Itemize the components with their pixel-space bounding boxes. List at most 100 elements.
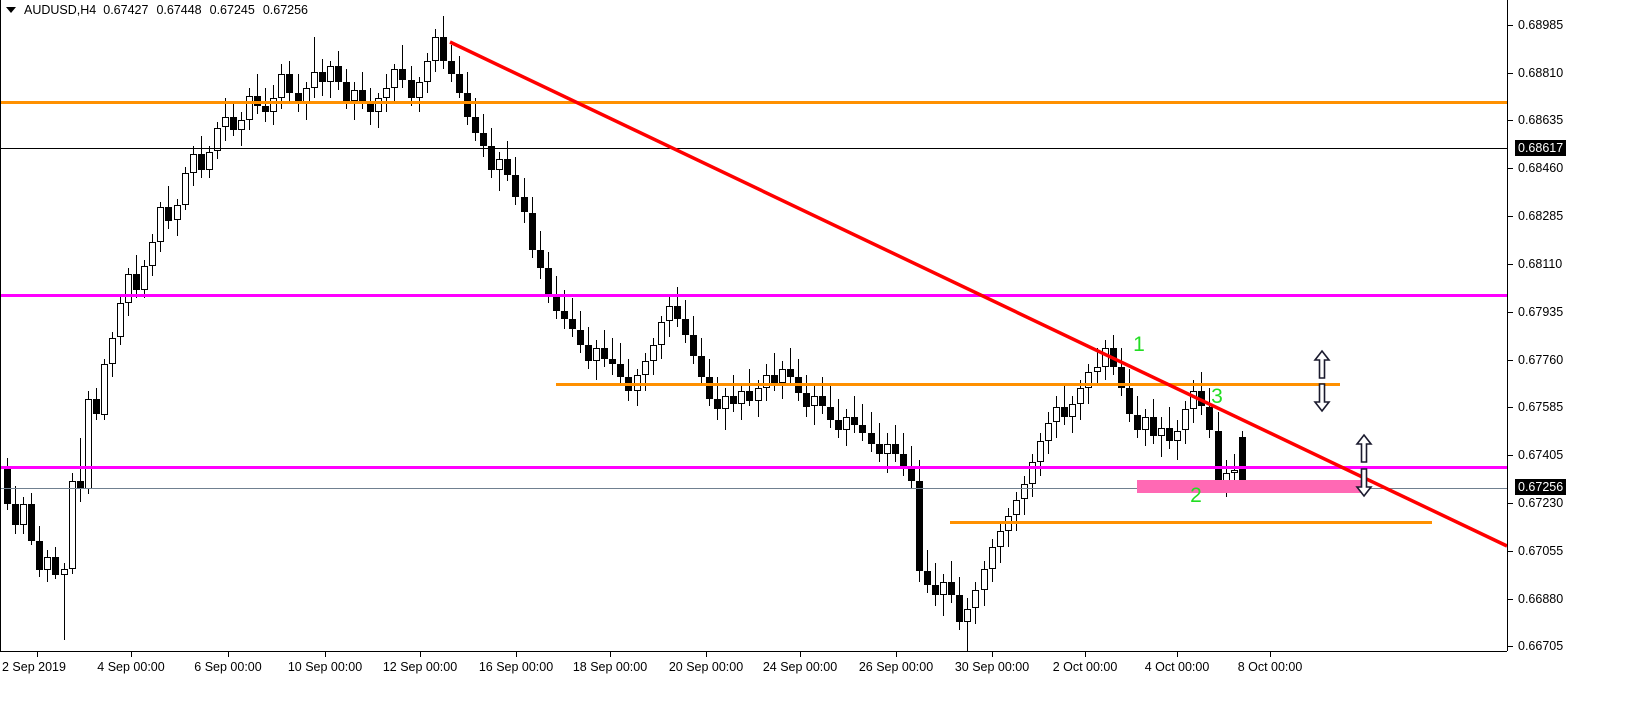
candle-body-bullish <box>972 589 980 609</box>
candle-body-bearish <box>560 310 568 319</box>
candle-body-bearish <box>520 196 528 213</box>
support-magenta-upper[interactable] <box>0 294 1507 297</box>
candle-body-bullish <box>1028 462 1036 484</box>
price-tick-label: 0.68635 <box>1518 113 1564 127</box>
candle-body-bullish <box>415 82 423 99</box>
ask-line[interactable] <box>0 148 1507 149</box>
candle-body-bullish <box>431 37 439 62</box>
candle-body-bullish <box>270 98 278 112</box>
candle-body-bullish <box>754 387 762 402</box>
arrow-pair-upper-up-arrow-icon[interactable] <box>1313 349 1331 379</box>
candle-body-bearish <box>480 132 488 147</box>
candle-wick <box>717 377 719 420</box>
supply-demand-zone[interactable] <box>1137 480 1361 493</box>
candle-body-bearish <box>447 61 455 75</box>
price-tick-label: 0.67405 <box>1518 448 1564 462</box>
price-tick <box>1508 120 1513 121</box>
candle-body-bullish <box>964 608 972 622</box>
price-tick <box>1508 25 1513 26</box>
candle-body-bearish <box>609 358 617 364</box>
candle-body-bearish <box>262 106 270 112</box>
candle-body-bearish <box>1206 406 1214 431</box>
candle-body-bearish <box>714 398 722 410</box>
candle-wick <box>1169 406 1171 449</box>
candle-body-bullish <box>988 547 996 569</box>
triangle-down-icon[interactable] <box>6 7 16 13</box>
candle-body-bearish <box>948 581 956 596</box>
resistance-upper[interactable] <box>0 101 1507 104</box>
candle-wick <box>571 297 573 338</box>
candle-body-bullish <box>1037 441 1044 463</box>
candle-body-bullish <box>641 361 649 375</box>
support-lower[interactable] <box>950 521 1432 524</box>
candle-body-bullish <box>117 302 124 338</box>
candle-wick <box>402 45 404 88</box>
candle-body-bullish <box>326 66 334 83</box>
time-tick-label: 4 Sep 00:00 <box>97 660 165 674</box>
time-axis[interactable]: 2 Sep 2019 4 Sep 00:00 6 Sep 00:00 10 Sep 0… <box>0 652 1507 704</box>
price-tick-label: 0.68810 <box>1518 66 1564 80</box>
candle-body-bullish <box>722 395 730 410</box>
candle-body-bullish <box>1158 427 1165 436</box>
arrow-pair-lower-down-arrow-icon[interactable] <box>1355 468 1373 498</box>
candle-body-bearish <box>1125 387 1133 415</box>
time-tick <box>992 652 993 657</box>
candle-wick <box>265 87 267 123</box>
candle-body-bullish <box>60 568 68 576</box>
candle-body-bearish <box>802 393 810 407</box>
bid-line[interactable] <box>0 488 1507 489</box>
annotation-label-1: 1 <box>1133 333 1145 356</box>
candle-body-bullish <box>375 98 383 112</box>
arrow-pair-upper-down-arrow-icon[interactable] <box>1313 383 1331 413</box>
time-tick-label: 20 Sep 00:00 <box>668 660 744 674</box>
candle-body-bullish <box>1182 409 1190 431</box>
candle-body-bullish <box>213 127 221 152</box>
candle-body-bullish <box>157 207 165 242</box>
candle-body-bearish <box>730 395 738 404</box>
time-tick <box>37 652 38 657</box>
candle-body-bearish <box>334 66 342 83</box>
ohlc-close: 0.67256 <box>262 3 308 17</box>
candle-body-bearish <box>1166 427 1174 442</box>
candle-wick <box>354 82 355 120</box>
price-axis[interactable]: 0.68985 0.68810 0.68635 0.68460 0.68285 0.681… <box>1508 0 1633 653</box>
time-tick <box>1177 652 1178 657</box>
candle-body-bearish <box>52 556 60 576</box>
candle-body-bullish <box>351 90 358 101</box>
resistance-mid[interactable] <box>556 383 1340 386</box>
bid-price-label: 0.67256 <box>1515 479 1567 495</box>
time-tick-label: 16 Sep 00:00 <box>478 660 554 674</box>
candle-wick <box>168 186 170 229</box>
time-tick-label: 6 Sep 00:00 <box>194 660 262 674</box>
time-tick <box>131 652 132 657</box>
downtrend-line[interactable] <box>449 40 1507 548</box>
candle-body-bearish <box>673 305 681 319</box>
candle-body-bullish <box>980 568 988 590</box>
candle-body-bullish <box>173 204 181 221</box>
candle-body-bearish <box>1133 414 1141 431</box>
candle-wick <box>1161 417 1162 458</box>
candle-body-bearish <box>867 433 875 444</box>
price-tick <box>1508 551 1513 552</box>
plot-area[interactable]: 1 2 3 <box>0 0 1507 651</box>
candle-body-bullish <box>189 154 197 173</box>
candle-body-bearish <box>230 116 237 131</box>
price-tick-label: 0.67230 <box>1518 496 1564 510</box>
candle-body-bullish <box>68 480 76 569</box>
price-tick-label: 0.67055 <box>1518 544 1564 558</box>
candle-body-bearish <box>827 406 835 420</box>
candle-body-bearish <box>568 318 576 330</box>
candle-body-bullish <box>310 71 318 88</box>
candle-wick <box>1064 385 1066 426</box>
candle-body-bearish <box>601 348 609 359</box>
candle-wick <box>63 563 65 641</box>
candle-wick <box>854 395 856 434</box>
arrow-pair-lower-up-arrow-icon[interactable] <box>1355 433 1373 463</box>
support-magenta-lower[interactable] <box>0 466 1507 469</box>
candlestick-series <box>4 15 1246 651</box>
time-tick-label: 8 Oct 00:00 <box>1237 660 1303 674</box>
candle-body-bullish <box>1045 422 1052 442</box>
annotation-label-3: 3 <box>1211 385 1223 408</box>
candle-body-bearish <box>133 273 141 290</box>
